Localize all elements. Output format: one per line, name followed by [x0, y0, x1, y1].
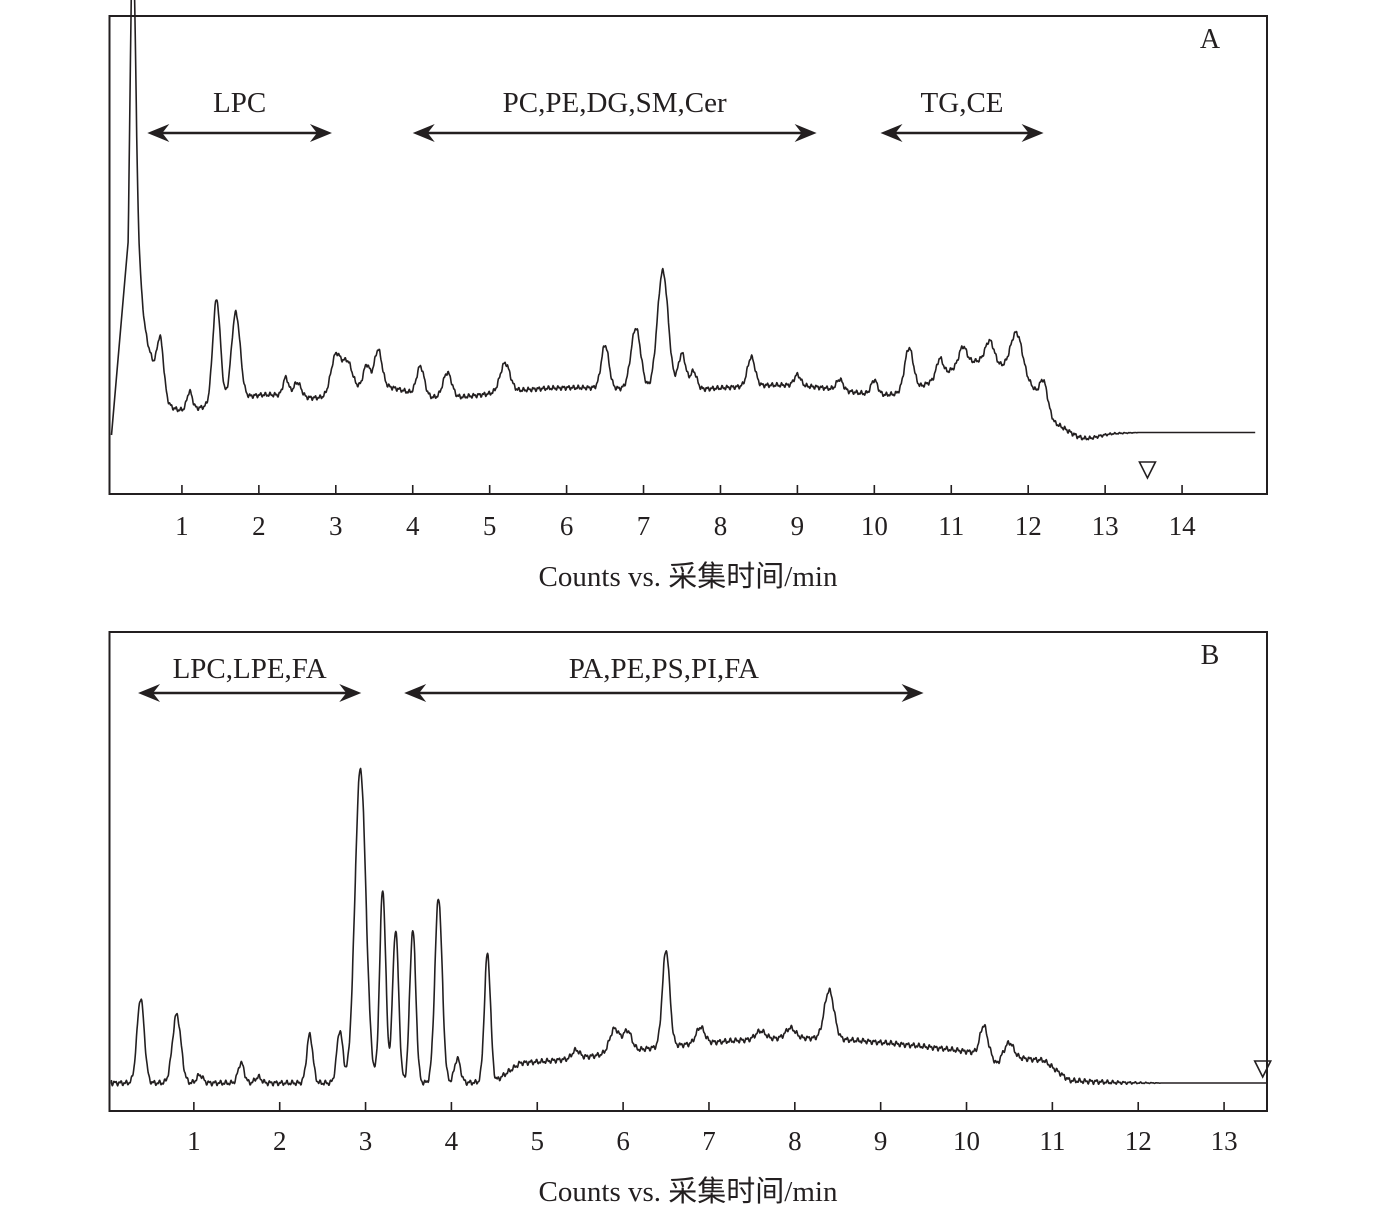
panel-b-x-tick-label: 11 — [1039, 1126, 1065, 1156]
panel-a-range-arrowhead-right — [794, 124, 817, 142]
panel-b-x-tick-label: 9 — [874, 1126, 888, 1156]
panel-b-x-axis-label: Counts vs. 采集时间/min — [539, 1175, 838, 1208]
panel-b-x-tick-label: 3 — [359, 1126, 373, 1156]
panel-a-x-tick-label: 3 — [329, 511, 343, 541]
panel-a-x-axis: 1 2 3 4 5 6 7 8 9 10 11 12 13 14 — [175, 485, 1196, 541]
panel-b-letter: B — [1201, 640, 1220, 671]
panel-b-range-annotations: LPC,LPE,FA PA,PE,PS,PI,FA — [138, 653, 924, 702]
panel-a-letter: A — [1200, 24, 1221, 55]
panel-a-chart: A 1 2 3 4 5 6 7 8 9 10 11 12 13 14 LPC PC,PE,DG,SM,Cer… — [108, 0, 1268, 593]
panel-b-range-label: PA,PE,PS,PI,FA — [569, 653, 759, 685]
panel-a-x-tick-label: 14 — [1169, 511, 1197, 541]
panel-a-x-tick-label: 11 — [938, 511, 964, 541]
panel-a-x-axis-label: Counts vs. 采集时间/min — [539, 560, 838, 593]
panel-a-range-annotations: LPC PC,PE,DG,SM,Cer TG,CE — [147, 87, 1044, 142]
panel-b-x-tick-label: 8 — [788, 1126, 802, 1156]
panel-a-x-tick-label: 6 — [560, 511, 574, 541]
panel-a-x-tick-label: 10 — [861, 511, 888, 541]
panel-b-x-tick-label: 5 — [531, 1126, 545, 1156]
panel-a-range-label: TG,CE — [921, 87, 1004, 119]
panel-b-trace — [110, 767, 1267, 1087]
panel-b-frame — [108, 631, 1268, 1112]
panel-a-x-tick-label: 7 — [637, 511, 651, 541]
panel-a-frame — [108, 15, 1268, 495]
panel-b-range-arrowhead-left — [138, 684, 161, 702]
panel-b-chart: B 1 2 3 4 5 6 7 8 9 10 11 12 13 LPC,LPE,FA PA,PE,PS,P… — [108, 631, 1273, 1208]
panel-a-range-label: PC,PE,DG,SM,Cer — [503, 87, 727, 119]
panel-a-range-arrowhead-left — [412, 124, 435, 142]
panel-b-x-tick-label: 6 — [616, 1126, 630, 1156]
panel-a-range-label: LPC — [213, 87, 266, 119]
panel-a-end-marker — [1138, 461, 1157, 480]
panel-a-x-tick-label: 8 — [714, 511, 728, 541]
panel-b-x-tick-label: 2 — [273, 1126, 287, 1156]
panel-b-range-arrowhead-right — [339, 684, 362, 702]
panel-b-x-tick-label: 12 — [1125, 1126, 1152, 1156]
panel-b-range-label: LPC,LPE,FA — [173, 653, 327, 685]
panel-b-x-tick-label: 10 — [953, 1126, 980, 1156]
panel-b-range-arrowhead-left — [404, 684, 427, 702]
panel-a-x-tick-label: 13 — [1092, 511, 1119, 541]
panel-a-range-arrowhead-right — [309, 124, 332, 142]
panel-a-x-tick-label: 5 — [483, 511, 497, 541]
panel-a-trace — [110, 0, 1256, 441]
panel-b-x-tick-label: 1 — [187, 1126, 201, 1156]
panel-a-range-arrowhead-left — [147, 124, 170, 142]
panel-a-x-tick-label: 2 — [252, 511, 266, 541]
panel-b-x-tick-label: 13 — [1211, 1126, 1238, 1156]
panel-a-x-tick-label: 9 — [791, 511, 805, 541]
panel-b-range-arrowhead-right — [901, 684, 924, 702]
panel-a-range-arrowhead-left — [880, 124, 903, 142]
panel-a-x-tick-label: 12 — [1015, 511, 1042, 541]
panel-b-x-tick-label: 7 — [702, 1126, 716, 1156]
panel-a-range-arrowhead-right — [1021, 124, 1044, 142]
panel-a-x-tick-label: 4 — [406, 511, 420, 541]
panel-b-x-axis: 1 2 3 4 5 6 7 8 9 10 11 12 13 — [187, 1102, 1238, 1156]
panel-b-end-marker — [1253, 1060, 1273, 1079]
panel-b-x-tick-label: 4 — [445, 1126, 459, 1156]
panel-a-x-tick-label: 1 — [175, 511, 189, 541]
